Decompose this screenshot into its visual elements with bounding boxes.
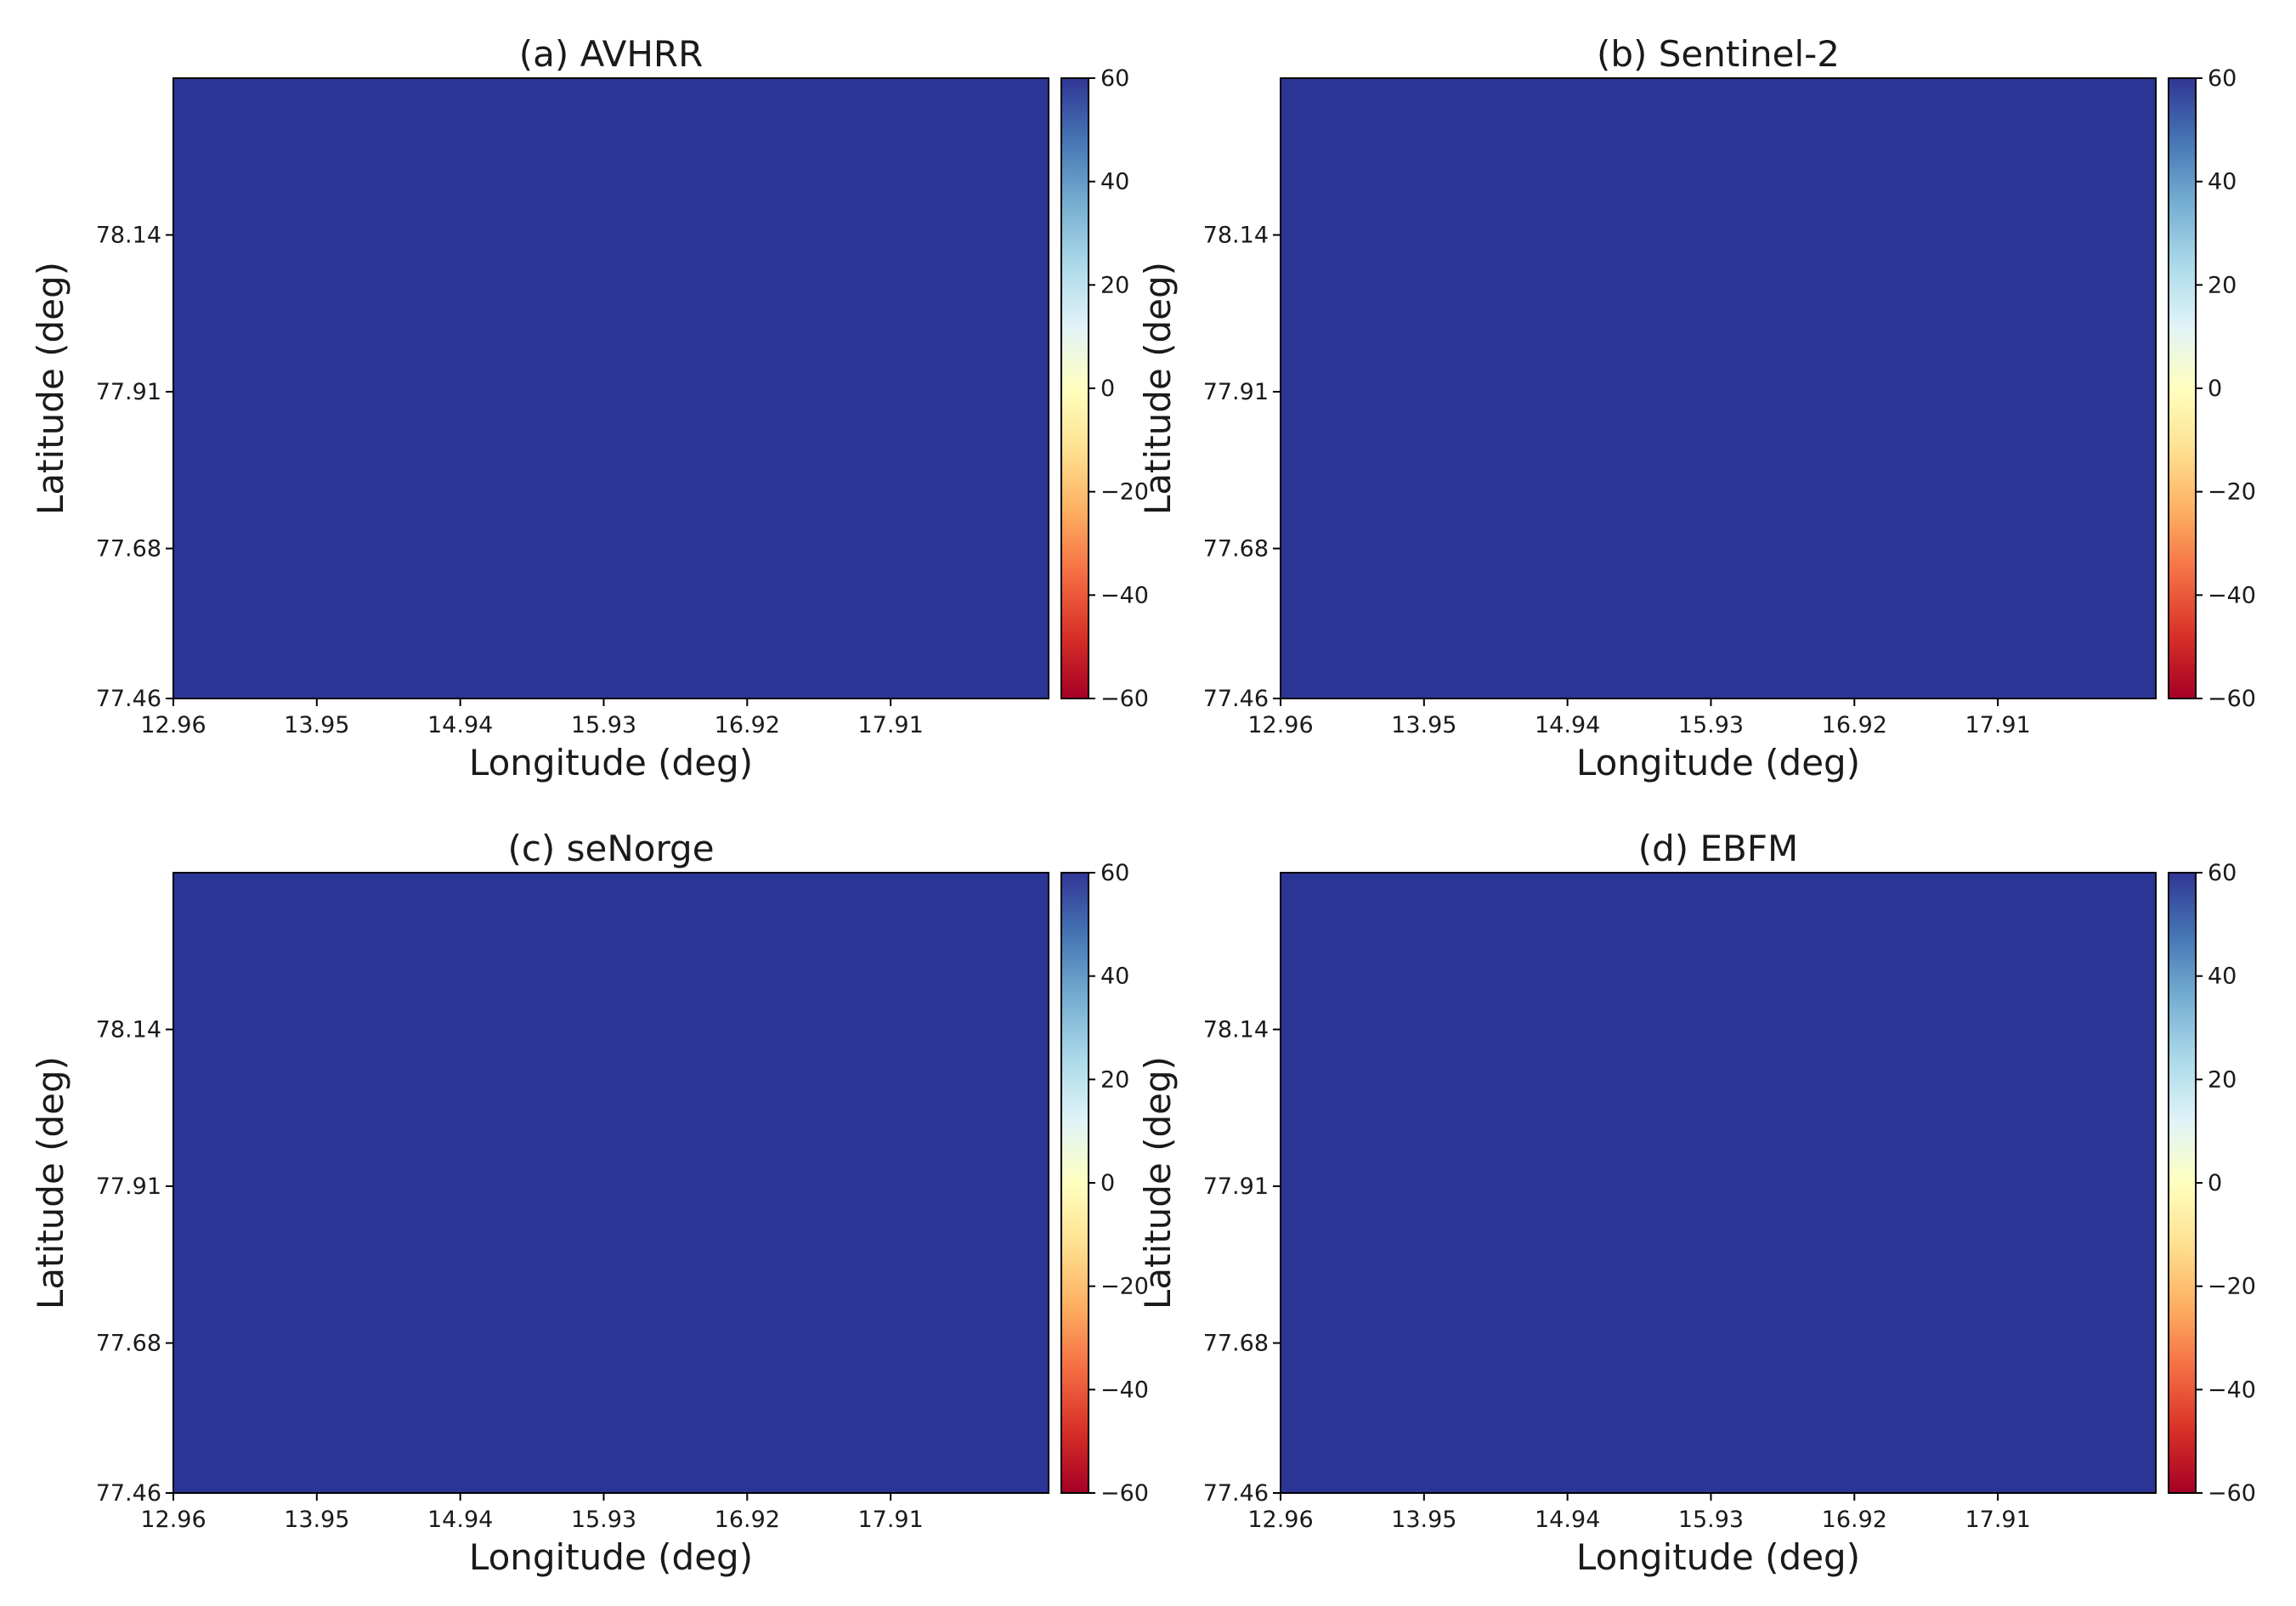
y-tick-label: 77.91 bbox=[96, 379, 161, 405]
colorbar-tick-label: −40 bbox=[1100, 582, 1149, 608]
colorbar-tick-label: −60 bbox=[1100, 686, 1149, 712]
x-tick-label: 13.95 bbox=[284, 712, 349, 738]
panel-title: (a) AVHRR bbox=[519, 33, 704, 75]
x-tick-label: 14.94 bbox=[427, 712, 493, 738]
colorbar-tick-label: 20 bbox=[1100, 272, 1129, 298]
x-tick-label: 16.92 bbox=[715, 712, 780, 738]
map-frame bbox=[172, 77, 1049, 699]
colorbar: 60 40 20 0 −20 −40 −60 bbox=[1060, 65, 1149, 712]
colorbar-tick-label: 60 bbox=[1100, 65, 1129, 92]
y-tick-label: 78.14 bbox=[96, 223, 161, 249]
x-tick-label: 12.96 bbox=[140, 712, 206, 738]
map-ocean bbox=[1281, 78, 2156, 698]
x-axis-label: Longitude (deg) bbox=[469, 742, 753, 783]
map-ocean bbox=[173, 78, 1049, 698]
y-tick-label: 77.46 bbox=[96, 686, 161, 712]
colorbar-tick-label: 0 bbox=[1100, 376, 1115, 402]
x-tick-label: 15.93 bbox=[571, 712, 636, 738]
colorbar-gradient bbox=[1061, 78, 1089, 698]
panel-sentinel-2: (b) Sentinel-212.96 13.95 14.94 15.93 16.92 1… bbox=[1137, 33, 2256, 783]
y-tick-label: 77.68 bbox=[96, 536, 161, 563]
colorbar-tick-label: 40 bbox=[1100, 169, 1129, 195]
y-axis-label: Latitude (deg) bbox=[30, 262, 71, 515]
colorbar-tick-label: −20 bbox=[1100, 479, 1149, 506]
panel-avhrr: (a) AVHRR 12.96 13.95 14.94 15.93 16.92 17.91 L… bbox=[30, 33, 1149, 783]
x-tick-label: 17.91 bbox=[857, 712, 923, 738]
